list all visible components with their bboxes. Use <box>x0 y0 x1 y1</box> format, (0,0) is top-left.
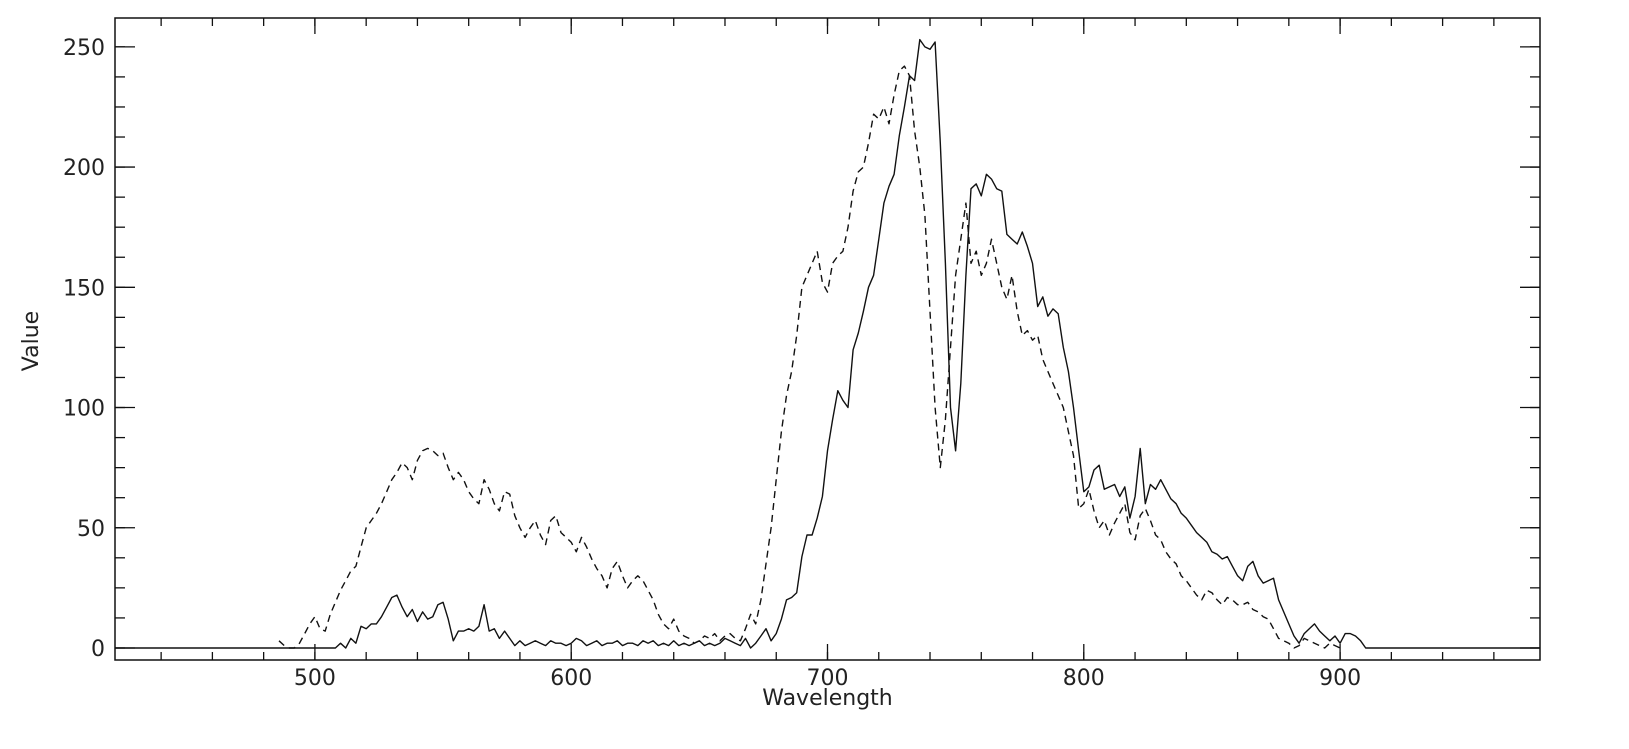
y-tick-label: 250 <box>63 36 105 61</box>
x-axis-title: Wavelength <box>762 686 893 711</box>
y-tick-label: 0 <box>91 637 105 662</box>
x-tick-label: 700 <box>807 666 849 691</box>
y-tick-label: 200 <box>63 156 105 181</box>
series-line-dashed <box>278 65 1341 649</box>
major-ticks <box>115 18 1540 660</box>
y-tick-labels: 0 50 100 150 200 250 <box>63 36 105 662</box>
plot-frame <box>114 17 1541 661</box>
minor-ticks <box>115 18 1540 660</box>
y-tick-label: 50 <box>77 517 105 542</box>
y-tick-label: 100 <box>63 397 105 422</box>
x-tick-labels: 500 600 700 800 900 <box>294 666 1361 691</box>
series-line-solid <box>115 38 1540 649</box>
x-tick-label: 900 <box>1319 666 1361 691</box>
x-tick-label: 600 <box>550 666 592 691</box>
y-tick-label: 150 <box>63 276 105 301</box>
series-layer <box>115 38 1540 649</box>
y-axis-title: Value <box>19 311 44 371</box>
x-tick-label: 800 <box>1063 666 1105 691</box>
x-tick-label: 500 <box>294 666 336 691</box>
